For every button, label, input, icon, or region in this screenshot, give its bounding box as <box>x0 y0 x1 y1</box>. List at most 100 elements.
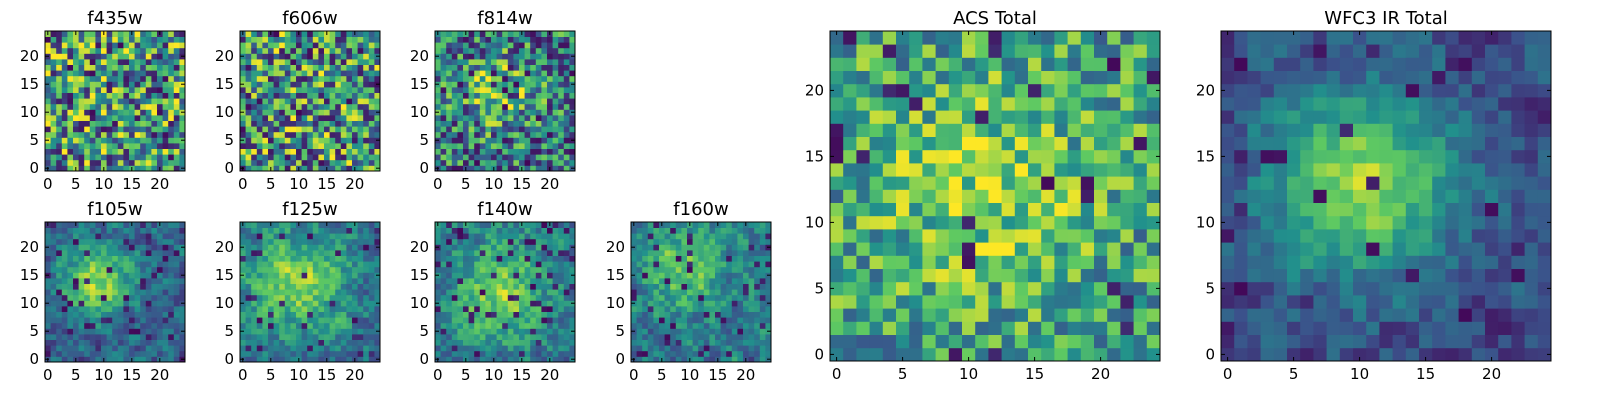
heatmap-cell <box>240 227 246 234</box>
heatmap-cell <box>653 328 660 335</box>
heatmap-cell <box>140 47 147 54</box>
heatmap-cell <box>346 250 353 256</box>
heatmap-cell <box>962 334 976 349</box>
heatmap-cell <box>446 31 453 37</box>
heatmap-cell <box>496 238 503 245</box>
heatmap-cell <box>346 120 353 127</box>
heatmap-cell <box>547 92 553 99</box>
heatmap-cell <box>524 278 531 284</box>
heatmap-cell <box>284 70 291 77</box>
heatmap-cell <box>468 165 475 172</box>
heatmap-cell <box>675 317 682 324</box>
heatmap-cell <box>726 233 733 240</box>
heatmap-cell <box>692 306 699 312</box>
heatmap-cell <box>117 266 124 273</box>
heatmap-cell <box>256 339 263 346</box>
heatmap-cell <box>45 103 51 110</box>
heatmap-cell <box>653 250 660 256</box>
heatmap-cell <box>301 87 308 93</box>
heatmap-cell <box>659 317 665 324</box>
heatmap-cell <box>541 311 548 318</box>
heatmap-cell <box>145 356 152 363</box>
heatmap-cell <box>374 87 381 93</box>
heatmap-cell <box>173 322 180 329</box>
heatmap-cell <box>681 306 688 312</box>
heatmap-cell <box>279 322 286 329</box>
heatmap-cell <box>324 92 330 99</box>
heatmap-cell <box>374 36 381 43</box>
heatmap-cell <box>988 202 1002 217</box>
heatmap-cell <box>541 283 548 290</box>
heatmap-cell <box>547 47 553 54</box>
heatmap-cell <box>168 64 175 71</box>
heatmap-cell <box>78 339 85 346</box>
heatmap-cell <box>324 53 330 60</box>
heatmap-cell <box>67 261 74 268</box>
heatmap-cell <box>563 70 570 77</box>
heatmap-cell <box>340 238 347 245</box>
heatmap-cell <box>474 70 481 77</box>
heatmap-cell <box>340 126 347 133</box>
heatmap-cell <box>485 300 492 307</box>
heatmap-cell <box>552 328 559 335</box>
heatmap-cell <box>73 283 79 290</box>
heatmap-cell <box>162 227 169 234</box>
heatmap-cell <box>502 261 509 268</box>
heatmap-cell <box>748 244 755 251</box>
heatmap-cell <box>251 143 258 149</box>
heatmap-cell <box>463 311 469 318</box>
heatmap-cell <box>479 64 486 71</box>
heatmap-cell <box>296 159 302 166</box>
heatmap-cell <box>457 345 464 352</box>
heatmap-cell <box>329 42 336 49</box>
heatmap-cell <box>664 222 671 228</box>
heatmap-cell <box>513 81 520 88</box>
heatmap-cell <box>106 131 113 138</box>
heatmap-cell <box>457 159 464 166</box>
heatmap-cell <box>440 148 447 155</box>
heatmap-cell <box>290 98 297 105</box>
heatmap-cell <box>535 356 542 363</box>
heatmap-cell <box>84 255 91 262</box>
heatmap-cell <box>474 250 481 256</box>
y-tick-label: 0 <box>29 159 39 177</box>
heatmap-cell <box>340 356 347 363</box>
heatmap-cell <box>664 272 671 279</box>
heatmap-cell <box>491 261 497 268</box>
heatmap-cell <box>240 233 246 240</box>
heatmap-cell <box>145 272 152 279</box>
heatmap-cell <box>78 70 85 77</box>
heatmap-cell <box>117 283 124 290</box>
heatmap-cell <box>896 295 910 309</box>
heatmap-cell <box>547 322 553 329</box>
heatmap-cell <box>95 255 102 262</box>
heatmap-cell <box>869 347 884 362</box>
heatmap-cell <box>340 294 347 301</box>
heatmap-cell <box>240 115 246 121</box>
heatmap-cell <box>357 222 364 228</box>
heatmap-cell <box>346 126 353 133</box>
heatmap-cell <box>262 92 269 99</box>
heatmap-cell <box>720 339 727 346</box>
axes-frame <box>630 221 772 363</box>
heatmap-cell <box>681 294 688 301</box>
heatmap-cell <box>743 339 749 346</box>
heatmap-cell <box>541 339 548 346</box>
heatmap-cell <box>451 42 458 49</box>
heatmap-cell <box>352 255 358 262</box>
heatmap-cell <box>162 75 169 82</box>
heatmap-cell <box>653 266 660 273</box>
heatmap-cell <box>251 278 258 284</box>
heatmap-cell <box>748 317 755 324</box>
heatmap-cell <box>145 64 152 71</box>
heatmap-cell <box>948 255 963 269</box>
heatmap-cell <box>1120 308 1134 322</box>
heatmap-cell <box>541 148 548 155</box>
heatmap-cell <box>507 42 514 49</box>
heatmap-cell <box>440 126 447 133</box>
heatmap-cell <box>78 233 85 240</box>
heatmap-cell <box>179 42 186 49</box>
heatmap-cell <box>558 311 565 318</box>
heatmap-cell <box>73 266 79 273</box>
heatmap-cell <box>123 244 130 251</box>
